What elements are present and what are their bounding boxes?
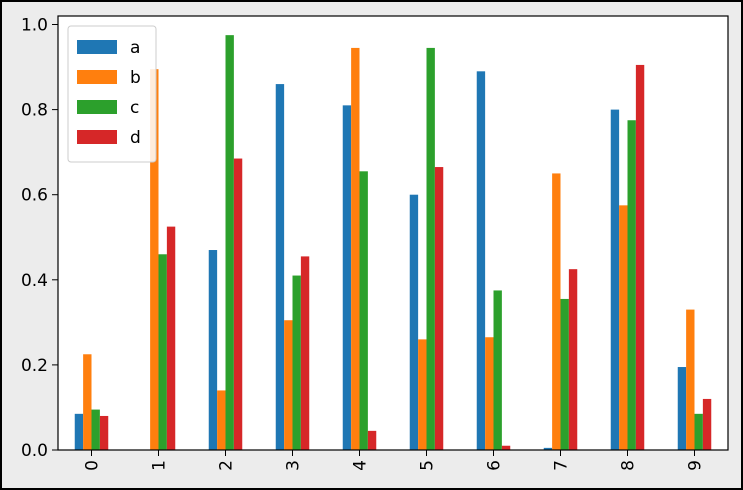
x-tick-label: 4 (351, 460, 371, 471)
bar-b-8 (619, 205, 628, 450)
x-axis: 0 1 2 3 4 5 6 7 8 9 (83, 450, 706, 471)
legend-swatch-b (77, 70, 117, 84)
bar-c-3 (292, 275, 301, 450)
bar-d-5 (434, 167, 444, 451)
x-tick-label: 3 (284, 460, 304, 471)
x-tick-label: 5 (418, 460, 438, 471)
bar-c-8 (627, 120, 636, 451)
bar-c-5 (426, 47, 435, 450)
bar-b-7 (552, 173, 561, 450)
bar-a-2 (208, 250, 218, 450)
y-axis: 0.0 0.2 0.4 0.6 0.8 1.0 (21, 16, 58, 461)
y-tick-label: 0.6 (21, 186, 48, 206)
x-tick-label: 1 (150, 460, 170, 471)
bar-a-4 (342, 105, 352, 451)
y-tick-label: 0.4 (21, 271, 48, 291)
bars-layer (58, 16, 728, 451)
legend-swatch-a (77, 40, 117, 54)
y-tick-label: 1.0 (21, 16, 48, 36)
bar-b-0 (83, 354, 92, 450)
x-tick-label: 9 (686, 460, 706, 471)
bar-d-0 (99, 415, 109, 450)
bar-a-5 (409, 194, 419, 450)
bar-a-0 (74, 413, 84, 450)
bar-d-4 (367, 430, 377, 450)
bar-b-6 (485, 337, 494, 450)
x-tick-label: 6 (485, 460, 505, 471)
bar-d-2 (233, 158, 243, 450)
bar-c-1 (158, 254, 167, 450)
bar-c-7 (560, 298, 569, 450)
bar-a-9 (677, 367, 687, 450)
bar-d-7 (568, 269, 578, 450)
bar-c-2 (225, 35, 234, 450)
x-tick-label: 0 (83, 460, 103, 471)
bar-d-8 (635, 64, 645, 451)
bar-c-9 (694, 413, 703, 450)
bar-c-4 (359, 171, 368, 450)
bar-b-9 (686, 309, 695, 450)
bar-d-3 (300, 256, 310, 450)
plot-area-frame (57, 15, 729, 451)
bar-b-1 (150, 69, 159, 450)
legend-swatch-c (77, 100, 117, 114)
bar-b-5 (418, 339, 427, 450)
x-tick-label: 2 (217, 460, 237, 471)
legend-box (67, 25, 157, 163)
x-tick-label: 7 (552, 460, 572, 471)
bar-d-1 (166, 226, 176, 450)
bar-b-4 (351, 47, 360, 450)
y-tick-label: 0.0 (21, 441, 48, 461)
bar-a-6 (476, 71, 486, 451)
legend-label-c: c (130, 98, 139, 118)
x-tick-label: 8 (619, 460, 639, 471)
legend-label-d: d (130, 128, 141, 148)
y-tick-label: 0.2 (21, 356, 48, 376)
legend-swatch-d (77, 130, 117, 144)
bar-a-3 (275, 84, 285, 450)
bar-b-3 (284, 320, 293, 450)
bar-b-2 (217, 390, 226, 450)
bar-c-0 (91, 409, 100, 450)
legend-label-a: a (130, 38, 140, 58)
bar-a-8 (610, 109, 620, 450)
bar-a-7 (543, 447, 553, 450)
legend-label-b: b (130, 68, 141, 88)
bar-d-6 (501, 445, 511, 450)
y-tick-label: 0.8 (21, 101, 48, 121)
bar-d-9 (702, 398, 712, 450)
bar-c-6 (493, 290, 502, 450)
